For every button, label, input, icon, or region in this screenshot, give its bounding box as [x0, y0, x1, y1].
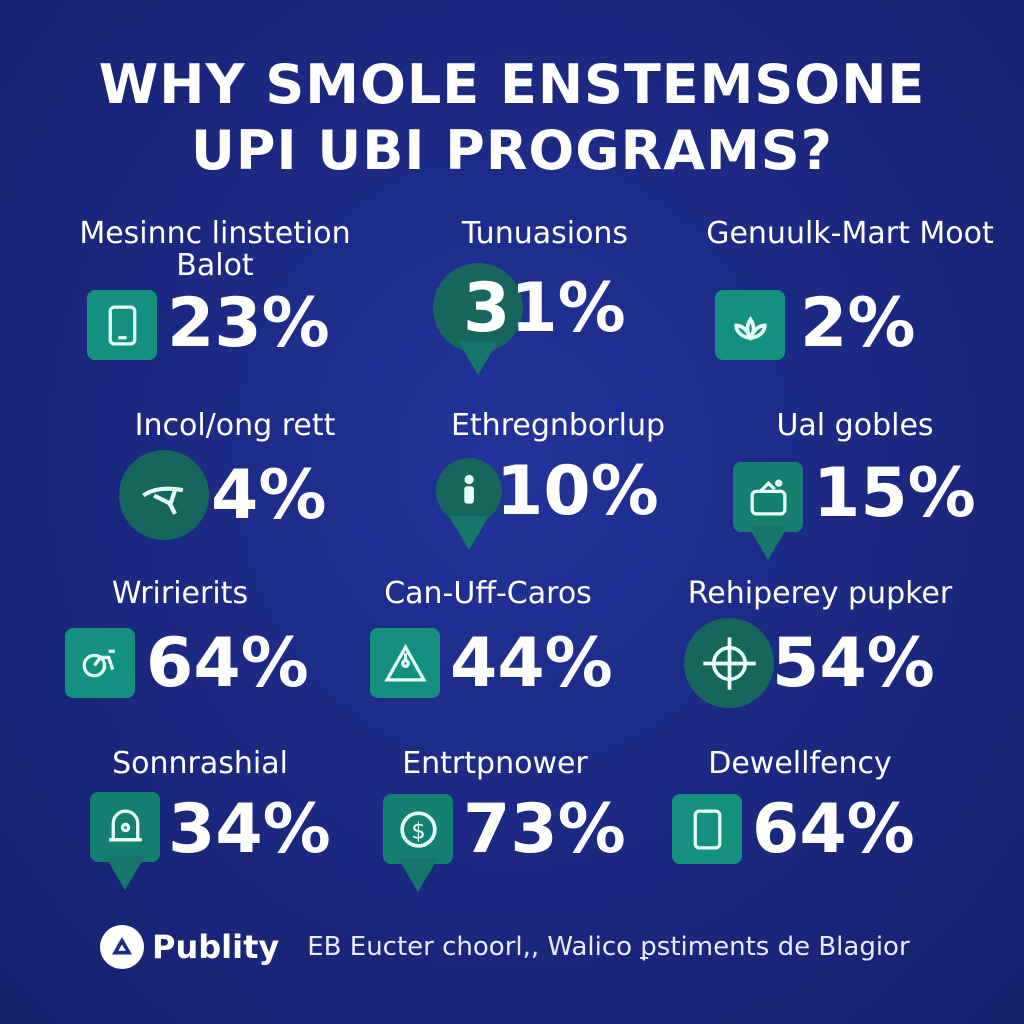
crosshair-icon: [684, 618, 774, 708]
footer-text: EB Eucter choorl,, Walico ꝑstiments de B…: [307, 932, 910, 962]
stat-label: Tunuasions: [461, 216, 629, 251]
stat-value: 64%: [146, 624, 309, 703]
pin-tail: [748, 526, 788, 560]
title-line-1: WHY SMOLE ENSTEMSONE: [98, 53, 926, 116]
stat-card: Tunuasions 31%: [385, 218, 705, 378]
stat-label: Dewellfency: [708, 746, 892, 781]
svg-text:$: $: [411, 818, 425, 844]
footer: Publity EB Eucter choorl,, Walico ꝑstime…: [100, 922, 910, 972]
stat-value: 64%: [752, 790, 915, 869]
stat-value: 23%: [167, 284, 330, 363]
stat-card: Mesinnc linstetion Balot 23%: [55, 218, 375, 378]
stat-card: Ethregnborlup 10%: [398, 410, 718, 570]
dollar-coin-icon: $: [383, 794, 453, 864]
stat-card: Rehiperey pupker 54%: [660, 578, 980, 738]
stat-label: Entrtpnower: [402, 746, 588, 781]
page-title: WHY SMOLE ENSTEMSONE UPI UBI PROGRAMS?: [0, 52, 1024, 184]
stat-value: 4%: [211, 456, 327, 535]
publity-logo-icon: [100, 925, 144, 969]
stat-card: Sonnrashial 34%: [40, 748, 360, 908]
stat-value: 44%: [450, 624, 613, 703]
title-line-2: UPI UBI PROGRAMS?: [191, 119, 833, 182]
stat-card: Genuulk-Mart Moot 2%: [690, 218, 1010, 378]
stat-card: Entrtpnower $ 73%: [335, 748, 655, 908]
person-pin-icon: [436, 458, 502, 524]
pin-tail: [105, 856, 145, 890]
stat-card: Dewellfency 64%: [640, 748, 960, 908]
stat-label: Sonnrashial: [112, 746, 288, 781]
map-pin-icon: [433, 263, 523, 353]
stat-value: 31%: [463, 269, 626, 348]
basket-icon: [733, 462, 803, 532]
stat-label: Ethregnborlup: [450, 408, 666, 443]
stat-label: Rehiperey pupker: [687, 576, 953, 611]
pin-tail: [398, 858, 438, 892]
bicycle-icon: [65, 628, 135, 698]
stat-label: Can-Uff-Caros: [384, 576, 592, 611]
tablet-icon: [87, 290, 157, 360]
stat-label: Ual gobles: [776, 408, 934, 443]
lotus-icon: [715, 290, 785, 360]
pin-tail: [458, 341, 498, 375]
stat-value: 15%: [813, 454, 976, 533]
stat-card: Wririerits 64%: [20, 578, 340, 738]
stat-value: 54%: [772, 624, 935, 703]
stat-label: Incol/ong rett: [134, 408, 336, 443]
bell-pin-icon: [90, 792, 160, 862]
stat-value: 10%: [496, 452, 659, 531]
stat-card: Can-Uff-Caros 44%: [328, 578, 648, 738]
pin-tail: [449, 516, 489, 550]
stat-card: Incol/ong rett 4%: [75, 410, 395, 570]
warning-triangle-icon: [370, 628, 440, 698]
stat-value: 73%: [463, 790, 626, 869]
brand-name: Publity: [152, 928, 280, 966]
stat-label: Genuulk-Mart Moot: [706, 216, 994, 251]
stat-card: Ual gobles 15%: [695, 410, 1015, 570]
stat-label: Wririerits: [111, 576, 249, 611]
tablet-icon: [672, 794, 742, 864]
stat-label: Mesinnc linstetion Balot: [79, 216, 351, 283]
stat-value: 2%: [800, 284, 916, 363]
gauge-icon: [119, 450, 209, 540]
stat-value: 34%: [168, 790, 331, 869]
